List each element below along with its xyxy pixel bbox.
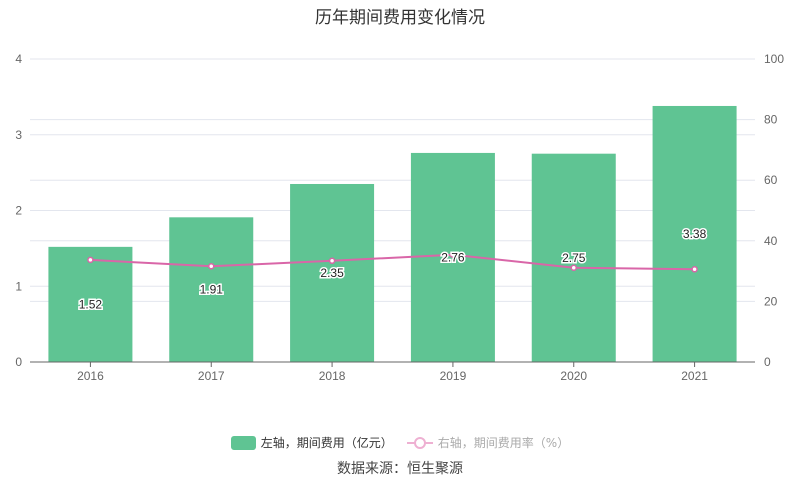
bar-data-label: 2.76: [441, 250, 465, 264]
bar: [290, 183, 375, 362]
line-point: [328, 257, 336, 265]
legend-line-label: 右轴，期间费用率（%）: [437, 436, 570, 450]
right-tick-label: 0: [764, 355, 771, 369]
bar: [169, 217, 254, 362]
right-tick-label: 80: [764, 113, 778, 127]
line-point: [449, 251, 457, 258]
bar-data-label: 2.75: [562, 251, 586, 265]
bar-data-label: 1.52: [79, 297, 103, 311]
left-tick-label: 1: [15, 279, 22, 293]
right-tick-label: 100: [764, 52, 784, 66]
left-tick-label: 0: [15, 355, 22, 369]
data-source: 数据来源：恒生聚源: [337, 461, 463, 477]
left-tick-label: 3: [15, 128, 22, 142]
bar: [531, 153, 616, 362]
legend-item-line[interactable]: 右轴，期间费用率（%）: [406, 434, 570, 451]
x-tick-label: 2017: [198, 369, 225, 383]
bar-data-label: 1.91: [200, 283, 224, 297]
right-tick-label: 60: [764, 173, 778, 187]
left-tick-label: 4: [15, 52, 22, 66]
x-tick-label: 2019: [440, 369, 467, 383]
bar-data-label: 2.35: [320, 266, 344, 280]
left-tick-label: 2: [15, 204, 22, 218]
x-tick-label: 2020: [560, 369, 587, 383]
line-point: [208, 263, 215, 270]
legend-bar-swatch: [230, 435, 256, 450]
legend-bar-label: 左轴，期间费用（亿元）: [260, 436, 393, 450]
legend: 左轴，期间费用（亿元） 右轴，期间费用率（%）: [0, 434, 800, 451]
line-point: [691, 266, 698, 273]
x-tick-label: 2018: [319, 369, 346, 383]
right-tick-label: 20: [764, 294, 778, 308]
legend-line-swatch: [406, 436, 433, 449]
bar-data-label: 3.38: [683, 227, 707, 241]
x-tick-label: 2016: [77, 369, 104, 383]
line-point: [87, 256, 94, 264]
bar: [652, 105, 737, 362]
bar: [48, 246, 133, 362]
legend-item-bar[interactable]: 左轴，期间费用（亿元）: [230, 434, 393, 451]
line-series: [90, 253, 695, 271]
x-tick-label: 2021: [681, 369, 708, 383]
chart-title: 历年期间费用变化情况: [315, 8, 485, 28]
line-point: [570, 264, 577, 272]
right-tick-label: 40: [764, 234, 778, 248]
